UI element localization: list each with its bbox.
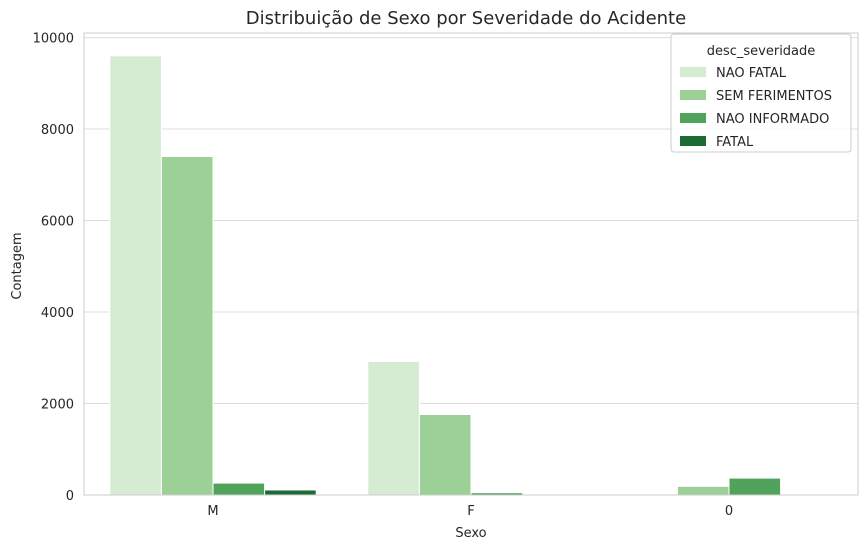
legend-label: NAO FATAL	[716, 66, 787, 81]
bar	[109, 55, 162, 496]
legend-swatch	[680, 67, 706, 77]
x-tick-label: M	[207, 504, 218, 519]
bar	[264, 489, 317, 496]
y-tick-label: 2000	[41, 398, 74, 413]
y-tick-label: 10000	[33, 32, 74, 47]
bar	[676, 485, 730, 496]
plot-frame	[83, 32, 859, 496]
x-axis-label: Sexo	[455, 526, 486, 541]
legend-label: SEM FERIMENTOS	[716, 89, 832, 104]
legend-swatch	[680, 113, 706, 123]
legend-swatch	[680, 90, 706, 100]
x-tick-label: 0	[725, 504, 733, 519]
legend-box	[670, 33, 852, 153]
legend-label: FATAL	[716, 135, 754, 150]
y-axis-label: Contagem	[10, 232, 25, 299]
chart-title: Distribuição de Sexo por Severidade do A…	[246, 8, 686, 29]
bar	[367, 360, 420, 496]
legend-label: NAO INFORMADO	[716, 112, 829, 127]
legend-title: desc_severidade	[707, 44, 816, 59]
legend-items: NAO FATAL SEM FERIMENTOS NAO INFORMADO FATA…	[680, 66, 832, 150]
y-ticks: 0 2000 4000 6000 8000 10000	[33, 32, 74, 504]
bars	[109, 55, 782, 496]
y-tick-label: 8000	[41, 123, 74, 138]
x-ticks: M F 0	[207, 504, 733, 519]
y-tick-label: 0	[66, 489, 74, 504]
bar	[728, 477, 782, 496]
bar	[418, 413, 472, 496]
bar	[212, 482, 266, 496]
legend-swatch	[680, 136, 706, 146]
y-tick-label: 6000	[41, 215, 74, 230]
y-tick-label: 4000	[41, 306, 74, 321]
bar	[160, 156, 214, 496]
x-tick-label: F	[467, 504, 474, 519]
